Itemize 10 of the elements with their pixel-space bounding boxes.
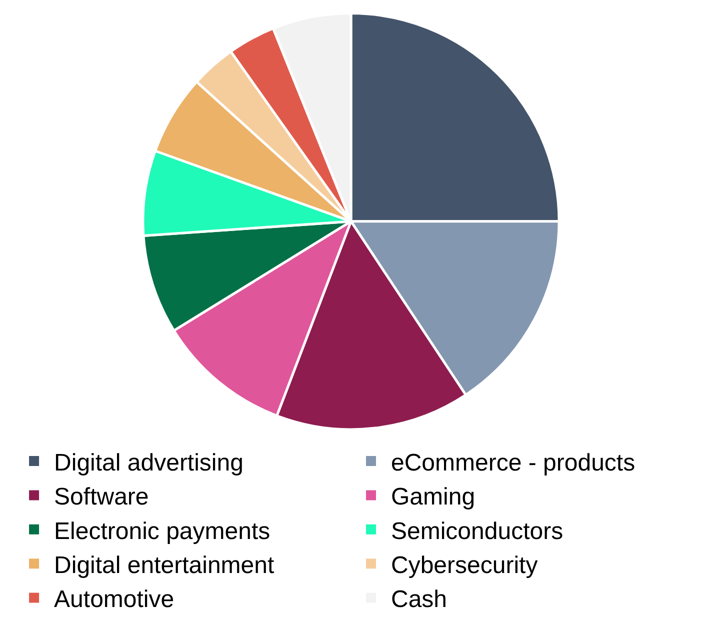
legend-label: Digital advertising xyxy=(54,449,244,476)
legend-label: Automotive xyxy=(54,586,174,614)
legend-label: eCommerce - products xyxy=(391,449,636,476)
legend-label: Cash xyxy=(391,586,448,614)
legend-label: Electronic payments xyxy=(54,518,270,545)
legend-label: Digital entertainment xyxy=(54,552,274,579)
legend-label: Cybersecurity xyxy=(391,552,538,579)
legend-label: Gaming xyxy=(391,484,476,511)
legend-label: Software xyxy=(54,484,149,511)
legend-label: Semiconductors xyxy=(391,518,564,545)
